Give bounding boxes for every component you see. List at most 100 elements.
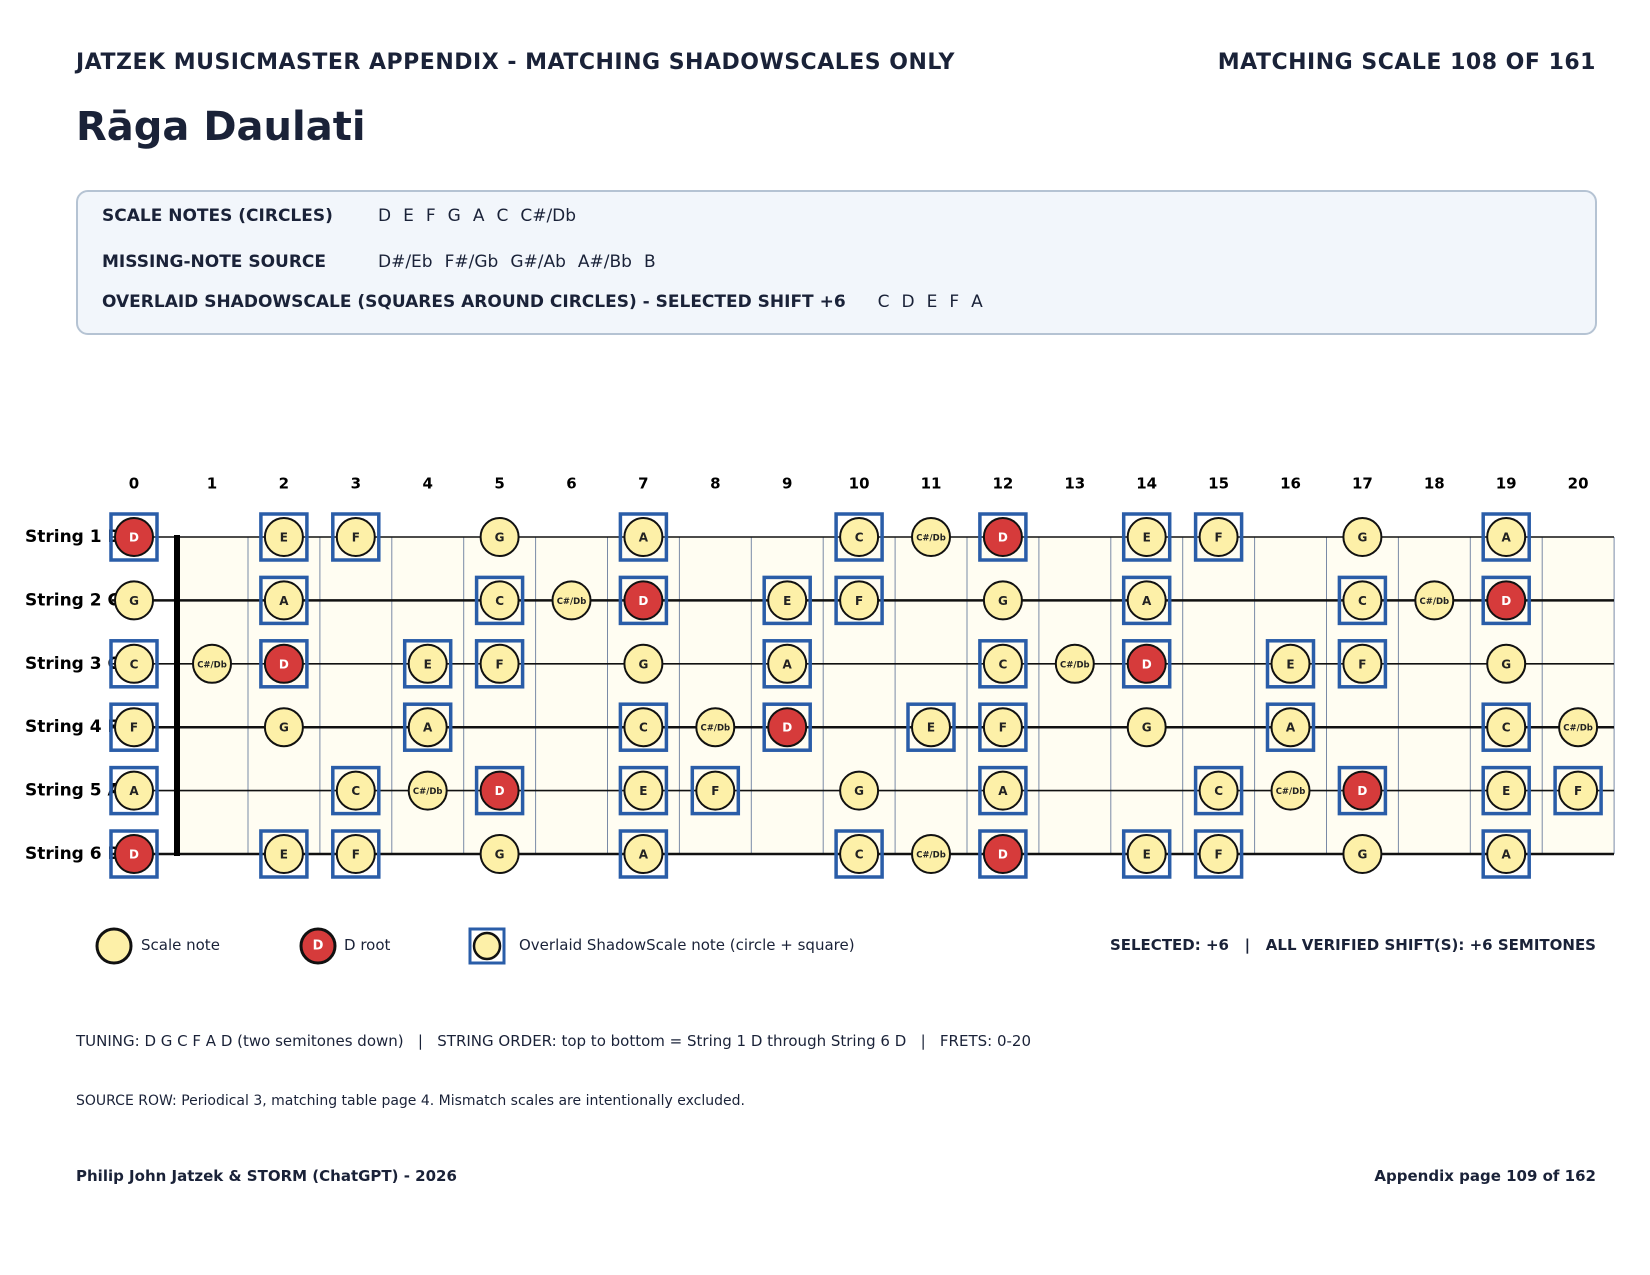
note-circle (911, 834, 951, 874)
info-row: OVERLAID SHADOWSCALE (SQUARES AROUND CIR… (102, 292, 995, 312)
note-label: E (424, 657, 432, 671)
note-label: D (279, 657, 289, 671)
fret-number: 19 (1496, 475, 1517, 493)
note-circle (407, 643, 448, 684)
note-label: F (1574, 784, 1582, 798)
legend-circle (95, 927, 133, 965)
shadow-square (834, 512, 884, 562)
note-circle (767, 643, 808, 684)
note-circle (263, 834, 304, 874)
note-label: E (280, 531, 288, 545)
fret-number: 18 (1424, 475, 1445, 493)
note-label: C#/Db (916, 851, 946, 861)
note-circle (1342, 643, 1383, 684)
note-circle (982, 643, 1023, 684)
shadow-square (1481, 575, 1531, 626)
fret-number: 8 (710, 475, 720, 493)
note-label: D (782, 721, 792, 735)
fret-number: 14 (1136, 475, 1157, 493)
shadow-square (1337, 765, 1388, 816)
note-label: D (998, 848, 1008, 862)
note-label: A (639, 531, 649, 545)
note-circle (1126, 707, 1167, 748)
fret-number: 3 (351, 475, 361, 493)
note-label: D (129, 531, 139, 545)
note-label: C (855, 531, 864, 545)
note-label: A (1502, 848, 1512, 862)
shadow-square (1265, 702, 1316, 752)
note-label: F (352, 848, 360, 862)
shadow-square (259, 512, 309, 562)
note-label: A (1502, 531, 1512, 545)
note-circle (1054, 643, 1095, 684)
shadow-square (331, 512, 381, 562)
note-circle (263, 643, 304, 684)
note-label: F (130, 721, 138, 735)
note-circle (767, 580, 808, 621)
note-label: D (1357, 784, 1367, 798)
fret-number: 6 (566, 475, 576, 493)
shadow-square (978, 765, 1028, 816)
note-label: G (1142, 721, 1152, 735)
note-label: C#/Db (1276, 787, 1306, 797)
fret-number: 1 (207, 475, 217, 493)
string-label: String 4 F (25, 717, 119, 737)
shadow-square (978, 639, 1028, 689)
note-label: C#/Db (700, 724, 730, 734)
note-circle (982, 707, 1023, 748)
note-circle (1486, 517, 1527, 557)
legend-circle (472, 931, 502, 961)
note-circle (839, 580, 880, 621)
shadow-square (1337, 639, 1388, 689)
note-circle (114, 580, 154, 621)
info-row: MISSING-NOTE SOURCE D#/Eb F#/Gb G#/Ab A#/Bb B (102, 252, 668, 272)
note-label: D (1142, 657, 1152, 671)
note-circle (839, 834, 880, 874)
note-circle (114, 517, 154, 557)
fret-number: 2 (279, 475, 289, 493)
note-circle (623, 707, 664, 748)
note-label: E (1143, 848, 1151, 862)
fret-number: 0 (129, 475, 139, 493)
note-circle (551, 580, 592, 621)
note-circle (479, 643, 520, 684)
fret-number: 11 (921, 475, 942, 493)
note-label: G (495, 531, 505, 545)
note-circle (839, 770, 880, 811)
note-label: C (130, 657, 139, 671)
info-label: MISSING-NOTE SOURCE (102, 252, 327, 272)
note-circle (1558, 770, 1599, 811)
note-label: G (638, 657, 648, 671)
note-circle (114, 643, 154, 684)
note-circle (1342, 770, 1383, 811)
note-circle (1486, 643, 1527, 684)
note-line: TUNING: D G C F A D (two semitones down)… (76, 1032, 1031, 1050)
shadow-square (1193, 765, 1244, 816)
note-label: E (1502, 784, 1510, 798)
shadow-square (402, 702, 453, 752)
note-label: D (495, 784, 505, 798)
shadow-square (331, 829, 381, 879)
note-label: G (1501, 657, 1511, 671)
note-label: A (783, 657, 793, 671)
note-line: SOURCE ROW: Periodical 3, matching table… (76, 1093, 745, 1109)
fret-number: 5 (494, 475, 504, 493)
fret-number: 17 (1352, 475, 1373, 493)
shadow-square (1265, 639, 1316, 689)
shadow-square (618, 765, 669, 816)
info-value: F (425, 206, 436, 226)
note-circle (1486, 580, 1527, 621)
string-label: String 5 A (25, 781, 122, 801)
note-circle (1270, 770, 1311, 811)
note-label: F (1214, 531, 1222, 545)
shadow-square (762, 575, 812, 626)
info-value: A#/Bb (577, 252, 632, 272)
info-value: D (901, 292, 915, 312)
note-circle (263, 707, 304, 748)
note-circle (1342, 834, 1383, 874)
note-circle (1126, 580, 1167, 621)
note-circle (479, 770, 520, 811)
info-value: F#/Gb (444, 252, 499, 272)
info-label: SCALE NOTES (CIRCLES) (102, 206, 333, 226)
